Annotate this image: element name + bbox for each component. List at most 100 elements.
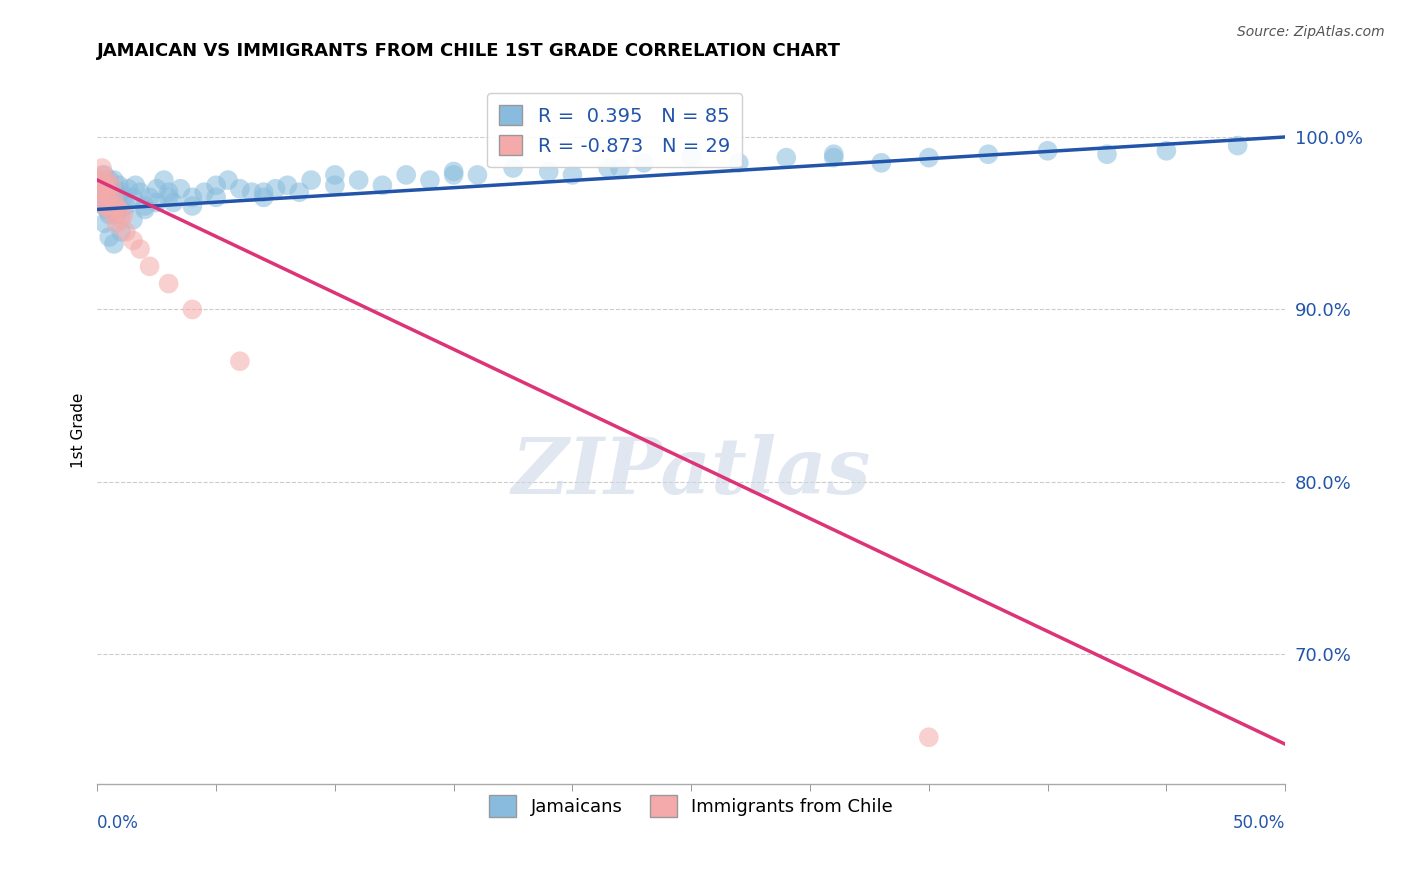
Point (96, 178, 118, 193)
Point (443, 164, 465, 178)
Point (96, 173, 118, 187)
Point (98, 195, 121, 210)
Point (323, 168, 346, 182)
Point (89, 185, 111, 199)
Point (98, 202, 121, 217)
Point (103, 190, 125, 204)
Point (100, 178, 122, 193)
Point (181, 302, 204, 317)
Point (918, 151, 941, 165)
Point (122, 234, 145, 248)
Point (138, 190, 160, 204)
Point (91, 190, 114, 204)
Point (1095, 147, 1118, 161)
Point (977, 147, 1000, 161)
Point (93, 178, 115, 193)
Point (105, 185, 128, 199)
Point (823, 151, 845, 165)
Point (122, 190, 145, 204)
Point (93, 199, 115, 213)
Point (205, 178, 228, 193)
Point (129, 185, 152, 199)
Point (89, 182, 111, 196)
Point (134, 199, 156, 213)
Point (205, 190, 228, 204)
Point (115, 199, 138, 213)
Point (229, 182, 252, 196)
Point (443, 168, 465, 182)
Text: JAMAICAN VS IMMIGRANTS FROM CHILE 1ST GRADE CORRELATION CHART: JAMAICAN VS IMMIGRANTS FROM CHILE 1ST GR… (97, 42, 841, 60)
Point (1036, 144, 1059, 158)
Point (105, 208, 128, 222)
Point (181, 190, 204, 204)
Point (918, 731, 941, 745)
Point (103, 202, 125, 217)
Point (91, 182, 114, 196)
Text: 0.0%: 0.0% (97, 814, 139, 832)
Point (153, 173, 176, 187)
Point (240, 185, 263, 199)
Point (91, 161, 114, 175)
Point (169, 182, 191, 196)
Point (145, 182, 167, 196)
Point (100, 199, 122, 213)
Point (98, 185, 121, 199)
Point (110, 185, 132, 199)
Point (371, 178, 394, 193)
Point (502, 161, 524, 175)
Point (93, 168, 115, 182)
Point (103, 236, 125, 251)
Point (105, 199, 128, 213)
Point (93, 185, 115, 199)
Point (110, 212, 132, 227)
Point (91, 185, 114, 199)
Point (598, 161, 620, 175)
Point (89, 173, 111, 187)
Text: ZIPatlas: ZIPatlas (512, 434, 870, 511)
Point (93, 216, 115, 230)
Point (347, 173, 370, 187)
Point (91, 195, 114, 210)
Point (823, 147, 845, 161)
Legend: Jamaicans, Immigrants from Chile: Jamaicans, Immigrants from Chile (482, 788, 900, 824)
Point (157, 185, 180, 199)
Point (112, 190, 135, 204)
Point (129, 242, 152, 256)
Point (253, 185, 276, 199)
Point (138, 260, 160, 274)
Point (107, 178, 129, 193)
Point (96, 202, 118, 217)
Point (181, 199, 204, 213)
Point (124, 178, 146, 193)
Point (105, 216, 128, 230)
Point (93, 199, 115, 213)
Point (134, 202, 156, 217)
Point (1156, 144, 1178, 158)
Point (681, 151, 703, 165)
Point (609, 161, 631, 175)
Point (96, 190, 118, 204)
Point (870, 156, 893, 170)
Point (288, 185, 311, 199)
Point (115, 225, 138, 239)
Point (395, 168, 418, 182)
Point (145, 195, 167, 210)
Point (276, 178, 298, 193)
Point (103, 208, 125, 222)
Point (117, 182, 139, 196)
Point (727, 156, 749, 170)
Point (100, 182, 122, 196)
Point (775, 151, 797, 165)
Point (110, 225, 132, 239)
Point (98, 208, 121, 222)
Point (323, 178, 346, 193)
Point (419, 173, 441, 187)
Point (467, 168, 489, 182)
Point (537, 164, 560, 178)
Point (98, 173, 121, 187)
Text: 50.0%: 50.0% (1233, 814, 1285, 832)
Point (100, 199, 122, 213)
Point (103, 173, 125, 187)
Point (89, 173, 111, 187)
Point (91, 168, 114, 182)
